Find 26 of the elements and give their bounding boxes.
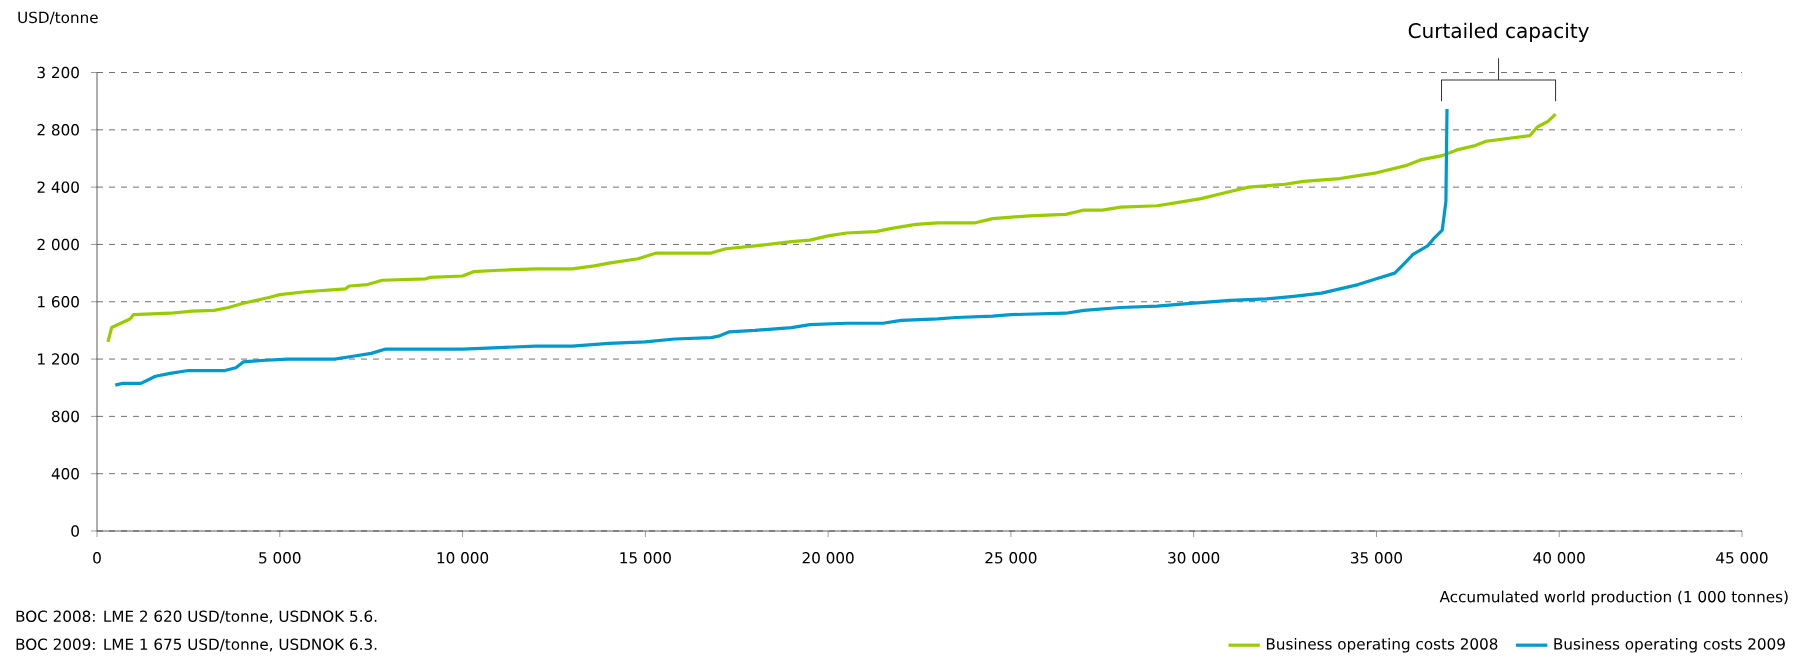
x-tick-label: 35 000 <box>1351 552 1403 564</box>
y-tick-label: 2 800 <box>37 124 79 136</box>
x-tick-label: 5 000 <box>259 552 301 564</box>
x-tick-label: 30 000 <box>1168 552 1220 564</box>
x-axis-title: Accumulated world production (1 000 tonnes) <box>1439 590 1788 606</box>
y-tick-label: 3 200 <box>37 66 79 79</box>
x-tick-label: 45 000 <box>1716 552 1768 564</box>
legend-label: Business operating costs 2009 <box>1554 637 1785 653</box>
y-tick-label: 1 200 <box>38 353 79 365</box>
y-tick-label: 1 600 <box>38 296 79 308</box>
x-tick-label: 0 <box>93 552 101 564</box>
x-tick-label: 25 000 <box>985 552 1037 564</box>
x-tick-label: 20 000 <box>802 552 854 564</box>
x-tick-label: 10 000 <box>437 552 489 564</box>
y-tick-label: 2 000 <box>37 238 79 251</box>
text: BOC 2009: LME 1 675 USD/tonne, USDNOK 6.3. <box>16 638 377 652</box>
y-tick-label: 2 400 <box>37 181 79 193</box>
legend-label: Business operating costs 2008 <box>1266 637 1498 653</box>
text: BOC 2008: LME 2 620 USD/tonne, USDNOK 5.6. <box>16 610 377 624</box>
text: Curtailed capacity <box>1408 22 1589 43</box>
x-tick-label: 40 000 <box>1533 552 1585 564</box>
x-tick-label: 15 000 <box>620 552 671 564</box>
y-tick-label: 400 <box>51 467 79 480</box>
y-tick-label: 800 <box>51 410 79 423</box>
y-axis-title: USD/tonne <box>18 11 98 25</box>
y-tick-label: 0 <box>71 525 79 537</box>
